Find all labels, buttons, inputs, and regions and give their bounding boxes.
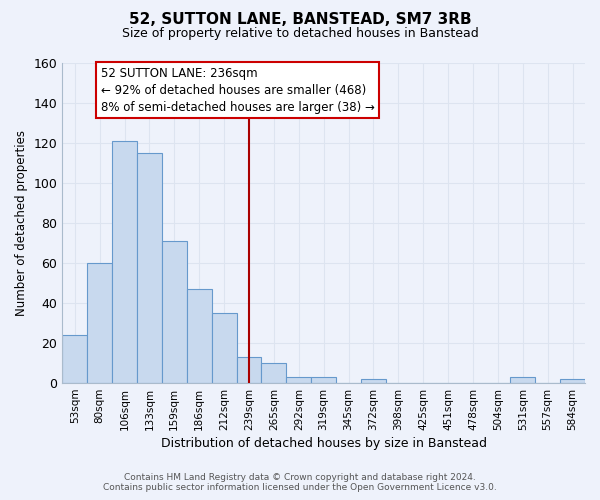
Bar — [236, 357, 262, 383]
Text: Contains HM Land Registry data © Crown copyright and database right 2024.
Contai: Contains HM Land Registry data © Crown c… — [103, 473, 497, 492]
Bar — [560, 379, 585, 383]
Bar — [286, 377, 311, 383]
Bar — [62, 335, 87, 383]
X-axis label: Distribution of detached houses by size in Banstead: Distribution of detached houses by size … — [161, 437, 487, 450]
Bar — [162, 241, 187, 383]
Text: Size of property relative to detached houses in Banstead: Size of property relative to detached ho… — [122, 28, 478, 40]
Text: 52 SUTTON LANE: 236sqm
← 92% of detached houses are smaller (468)
8% of semi-det: 52 SUTTON LANE: 236sqm ← 92% of detached… — [101, 66, 375, 114]
Bar — [87, 263, 112, 383]
Bar — [137, 152, 162, 383]
Bar — [112, 140, 137, 383]
Bar — [311, 377, 336, 383]
Bar — [212, 313, 236, 383]
Bar — [262, 363, 286, 383]
Y-axis label: Number of detached properties: Number of detached properties — [15, 130, 28, 316]
Bar — [511, 377, 535, 383]
Bar — [187, 289, 212, 383]
Text: 52, SUTTON LANE, BANSTEAD, SM7 3RB: 52, SUTTON LANE, BANSTEAD, SM7 3RB — [128, 12, 472, 28]
Bar — [361, 379, 386, 383]
